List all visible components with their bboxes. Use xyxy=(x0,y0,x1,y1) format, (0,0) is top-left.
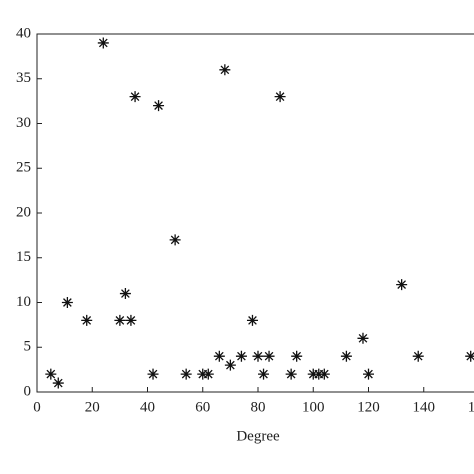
point xyxy=(252,350,264,362)
point xyxy=(313,368,325,380)
point xyxy=(52,377,64,389)
x-tick-label: 0 xyxy=(33,399,41,415)
point xyxy=(202,368,214,380)
point xyxy=(125,314,137,326)
point xyxy=(169,234,181,246)
point xyxy=(119,288,131,300)
point xyxy=(363,368,374,380)
point xyxy=(258,368,270,380)
point xyxy=(97,37,109,49)
point xyxy=(45,368,57,380)
x-tick-label: 120 xyxy=(357,399,380,415)
point xyxy=(61,297,73,308)
y-tick-label: 15 xyxy=(16,249,31,265)
point xyxy=(465,350,474,362)
point xyxy=(114,314,126,326)
point xyxy=(219,64,231,76)
x-tick-label: 160 xyxy=(468,399,474,415)
point xyxy=(291,350,303,362)
x-tick-label: 140 xyxy=(413,399,436,415)
point xyxy=(81,314,93,326)
x-tick-label: 40 xyxy=(140,399,155,415)
point xyxy=(357,332,369,344)
point xyxy=(318,368,330,380)
point xyxy=(263,350,275,362)
x-axis-label: Degree xyxy=(236,428,280,444)
point xyxy=(147,368,159,380)
point xyxy=(153,100,165,112)
y-tick-label: 35 xyxy=(16,70,31,86)
point xyxy=(396,279,408,291)
x-tick-label: 60 xyxy=(195,399,210,415)
point xyxy=(235,350,247,362)
point xyxy=(246,314,258,326)
y-tick-label: 0 xyxy=(24,383,32,399)
x-tick-label: 20 xyxy=(85,399,100,415)
y-tick-label: 30 xyxy=(16,115,31,131)
x-tick-label: 100 xyxy=(302,399,325,415)
y-tick-label: 20 xyxy=(16,204,31,220)
point xyxy=(224,359,236,371)
y-tick-label: 10 xyxy=(16,294,31,310)
point xyxy=(285,368,297,380)
y-tick-label: 5 xyxy=(24,339,32,355)
x-tick-label: 80 xyxy=(251,399,266,415)
y-tick-label: 25 xyxy=(16,160,31,176)
point xyxy=(197,368,209,380)
point xyxy=(274,91,286,103)
point xyxy=(180,368,192,380)
point xyxy=(340,350,352,362)
point xyxy=(213,350,225,362)
point xyxy=(412,350,424,362)
plot-frame xyxy=(36,33,474,393)
y-tick-label: 40 xyxy=(16,25,31,41)
point xyxy=(307,368,319,380)
point xyxy=(129,91,141,103)
